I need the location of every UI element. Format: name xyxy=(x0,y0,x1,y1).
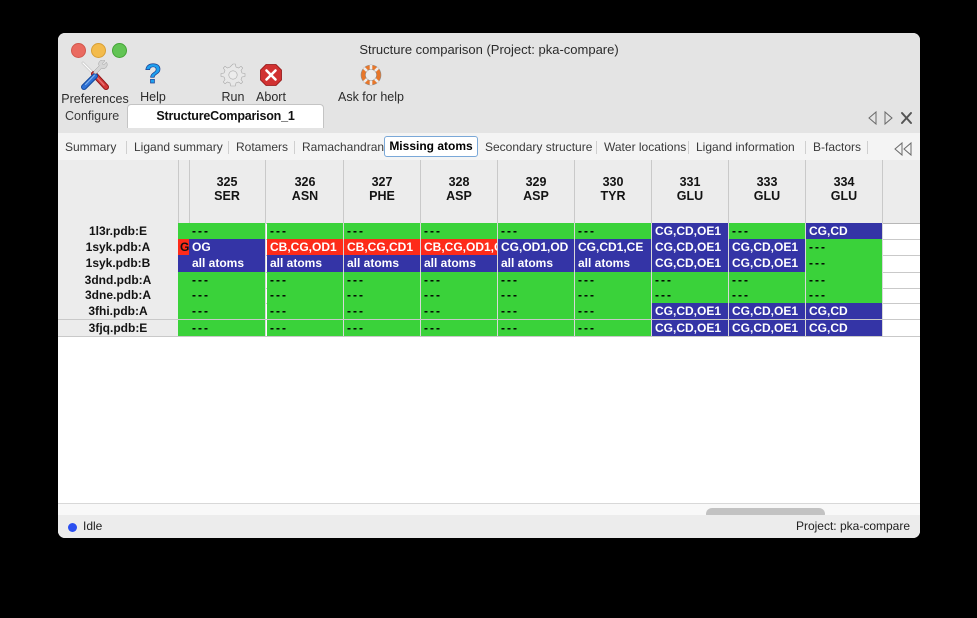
svg-text:?: ? xyxy=(144,60,161,89)
